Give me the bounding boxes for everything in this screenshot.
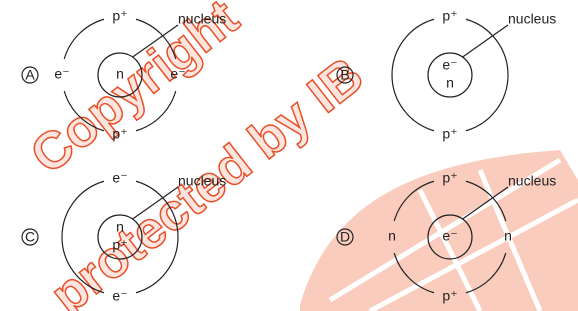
nucleus-particle: e⁻ (442, 228, 457, 244)
nucleus-particle: p⁺ (112, 237, 127, 253)
diagram-page: Copyright protected by IB Ap⁺p⁺e⁻e⁻nnucl… (0, 0, 578, 311)
particle-label: p⁺ (442, 170, 457, 186)
particle-label: n (388, 228, 396, 244)
particle-label: e⁻ (54, 66, 69, 82)
nucleus-label: nucleus (508, 11, 556, 27)
option-label: D (340, 229, 350, 245)
particle-label: p⁺ (442, 126, 457, 142)
particle-label: n (504, 228, 512, 244)
particle-label: e⁻ (112, 288, 127, 304)
nucleus-particle: n (446, 75, 454, 91)
particle-label: p⁺ (442, 288, 457, 304)
option-label: C (25, 229, 35, 245)
orbit-arc (64, 19, 104, 59)
nucleus-particle: n (116, 66, 124, 82)
particle-label: p⁺ (442, 8, 457, 24)
nucleus-label: nucleus (508, 173, 556, 189)
nucleus-particle: n (116, 219, 124, 235)
nucleus-particle: e⁻ (442, 57, 457, 73)
particle-label: e⁻ (170, 66, 185, 82)
pointer-line (463, 25, 508, 57)
option-label: A (25, 67, 35, 83)
option-label: B (340, 67, 349, 83)
particle-label: e⁻ (112, 170, 127, 186)
nucleus-label: nucleus (178, 173, 226, 189)
particle-label: p⁺ (112, 126, 127, 142)
nucleus-label: nucleus (178, 11, 226, 27)
atom-model: Bp⁺ p⁺ e⁻ n nucleus (337, 8, 556, 142)
particle-label: p⁺ (112, 8, 127, 24)
